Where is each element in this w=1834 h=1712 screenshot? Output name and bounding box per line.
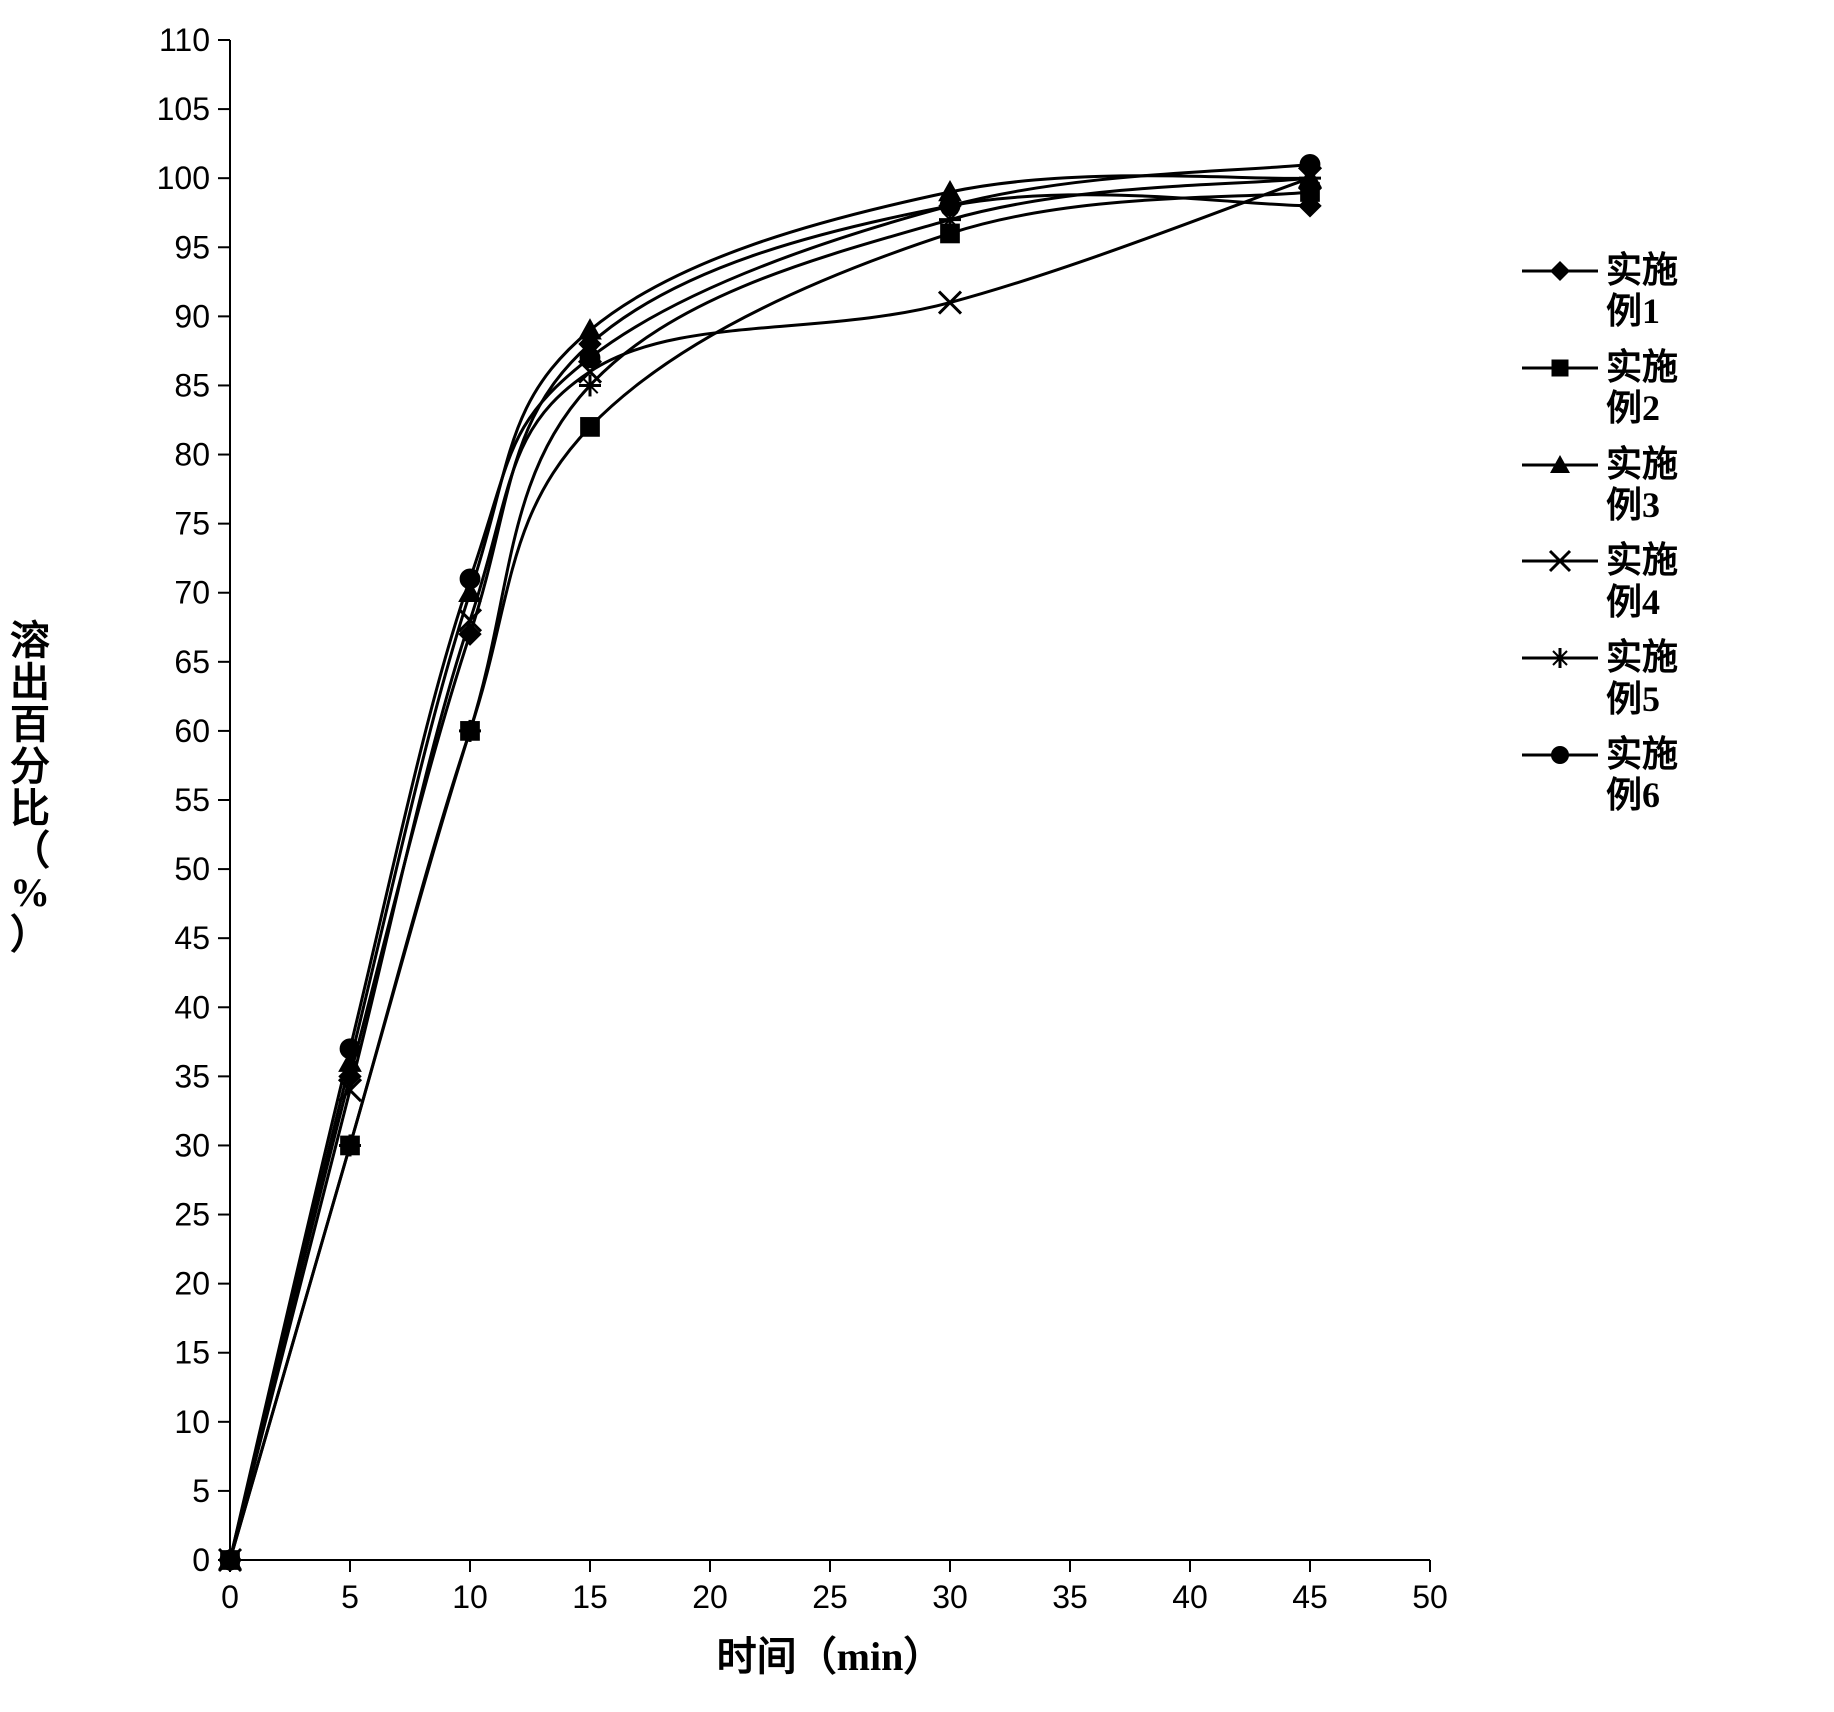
svg-text:15: 15 (572, 1579, 608, 1615)
legend-item-5: 实施例5 (1520, 637, 1696, 720)
svg-text:45: 45 (174, 920, 210, 956)
svg-text:5: 5 (341, 1579, 359, 1615)
series-markers-5 (219, 167, 1321, 1571)
svg-text:5: 5 (192, 1473, 210, 1509)
svg-text:25: 25 (174, 1197, 210, 1233)
svg-text:30: 30 (932, 1579, 968, 1615)
svg-text:30: 30 (174, 1127, 210, 1163)
series-markers-1 (219, 195, 1321, 1571)
svg-text:80: 80 (174, 437, 210, 473)
legend-item-6: 实施例6 (1520, 734, 1696, 817)
dissolution-chart: 0510152025303540455055606570758085909510… (0, 0, 1834, 1712)
svg-text:40: 40 (174, 989, 210, 1025)
legend-swatch-6 (1520, 734, 1600, 776)
svg-text:55: 55 (174, 782, 210, 818)
svg-text:70: 70 (174, 575, 210, 611)
legend-item-1: 实施例1 (1520, 250, 1696, 333)
svg-text:60: 60 (174, 713, 210, 749)
svg-text:10: 10 (452, 1579, 488, 1615)
legend-swatch-5 (1520, 637, 1600, 679)
svg-text:105: 105 (157, 91, 210, 127)
legend-item-4: 实施例4 (1520, 540, 1696, 623)
svg-text:15: 15 (174, 1335, 210, 1371)
svg-text:95: 95 (174, 229, 210, 265)
series-line-6 (230, 164, 1310, 1560)
svg-text:0: 0 (221, 1579, 239, 1615)
series-line-1 (230, 195, 1310, 1560)
legend-swatch-4 (1520, 540, 1600, 582)
legend: 实施例1 实施例2 实施例3 实施例4 实施例5 实施例6 (1520, 250, 1696, 831)
legend-label-3: 实施例3 (1606, 444, 1696, 527)
legend-label-2: 实施例2 (1606, 347, 1696, 430)
svg-text:50: 50 (1412, 1579, 1448, 1615)
x-axis-label: 时间（min） (717, 1634, 944, 1679)
svg-text:50: 50 (174, 851, 210, 887)
svg-text:20: 20 (174, 1266, 210, 1302)
series-markers-4 (219, 167, 1321, 1571)
y-axis-label: 溶出百分比（%） (10, 620, 50, 956)
legend-swatch-1 (1520, 250, 1600, 292)
legend-swatch-2 (1520, 347, 1600, 389)
svg-text:100: 100 (157, 160, 210, 196)
legend-label-4: 实施例4 (1606, 540, 1696, 623)
legend-item-2: 实施例2 (1520, 347, 1696, 430)
svg-text:40: 40 (1172, 1579, 1208, 1615)
legend-swatch-3 (1520, 444, 1600, 486)
series-markers-6 (220, 154, 1320, 1569)
svg-text:45: 45 (1292, 1579, 1328, 1615)
legend-label-1: 实施例1 (1606, 250, 1696, 333)
svg-text:110: 110 (159, 22, 210, 58)
series-markers-2 (221, 183, 1320, 1570)
svg-text:0: 0 (192, 1542, 210, 1578)
svg-text:35: 35 (1052, 1579, 1088, 1615)
series-markers-3 (219, 167, 1321, 1569)
legend-label-6: 实施例6 (1606, 734, 1696, 817)
legend-item-3: 实施例3 (1520, 444, 1696, 527)
svg-text:10: 10 (174, 1404, 210, 1440)
svg-text:35: 35 (174, 1058, 210, 1094)
svg-text:85: 85 (174, 367, 210, 403)
svg-text:25: 25 (812, 1579, 848, 1615)
svg-text:75: 75 (174, 506, 210, 542)
legend-label-5: 实施例5 (1606, 637, 1696, 720)
svg-text:20: 20 (692, 1579, 728, 1615)
svg-text:90: 90 (174, 298, 210, 334)
svg-text:65: 65 (174, 644, 210, 680)
